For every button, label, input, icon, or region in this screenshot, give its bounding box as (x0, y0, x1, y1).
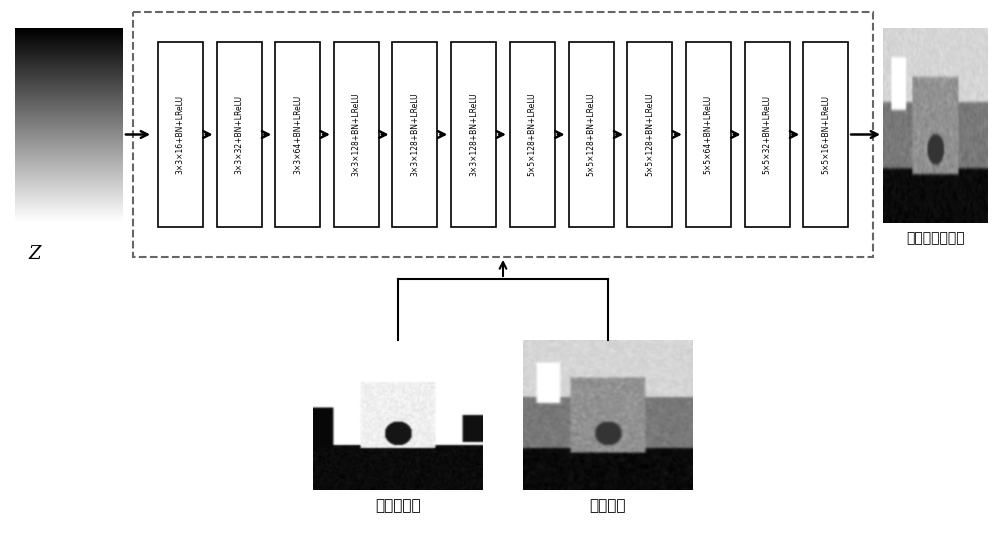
Text: Z: Z (29, 245, 41, 263)
Bar (275, 42, 320, 227)
Bar (744, 42, 790, 227)
Bar (392, 42, 437, 227)
Bar (334, 42, 379, 227)
Bar (568, 42, 614, 227)
Bar (451, 42, 496, 227)
Text: 3×3×128+BN+LReLU: 3×3×128+BN+LReLU (352, 93, 361, 176)
Text: 5×5×128+BN+LReLU: 5×5×128+BN+LReLU (586, 93, 596, 176)
Text: 3×3×64+BN+LReLU: 3×3×64+BN+LReLU (293, 95, 302, 174)
Bar (510, 42, 555, 227)
Bar (686, 42, 731, 227)
Text: 空洞掩膜图: 空洞掩膜图 (375, 498, 421, 513)
Text: 5×5×128+BN+LReLU: 5×5×128+BN+LReLU (528, 93, 537, 176)
Text: 3×3×16+BN+LReLU: 3×3×16+BN+LReLU (176, 95, 185, 174)
Text: 修复后深度图像: 修复后深度图像 (906, 231, 965, 245)
Text: 3×3×32+BN+LReLU: 3×3×32+BN+LReLU (234, 95, 244, 174)
Text: 5×5×128+BN+LReLU: 5×5×128+BN+LReLU (645, 93, 654, 176)
Text: 5×5×64+BN+LReLU: 5×5×64+BN+LReLU (704, 95, 713, 174)
Text: 3×3×128+BN+LReLU: 3×3×128+BN+LReLU (469, 93, 478, 176)
Text: 3×3×128+BN+LReLU: 3×3×128+BN+LReLU (410, 93, 419, 176)
Text: 5×5×32+BN+LReLU: 5×5×32+BN+LReLU (763, 95, 772, 174)
Bar (133, 12, 873, 257)
Bar (803, 42, 848, 227)
Text: 深度图像: 深度图像 (590, 498, 626, 513)
Text: 5×5×16+BN+LReLU: 5×5×16+BN+LReLU (821, 95, 830, 174)
Bar (216, 42, 262, 227)
Bar (158, 42, 203, 227)
Bar (627, 42, 672, 227)
